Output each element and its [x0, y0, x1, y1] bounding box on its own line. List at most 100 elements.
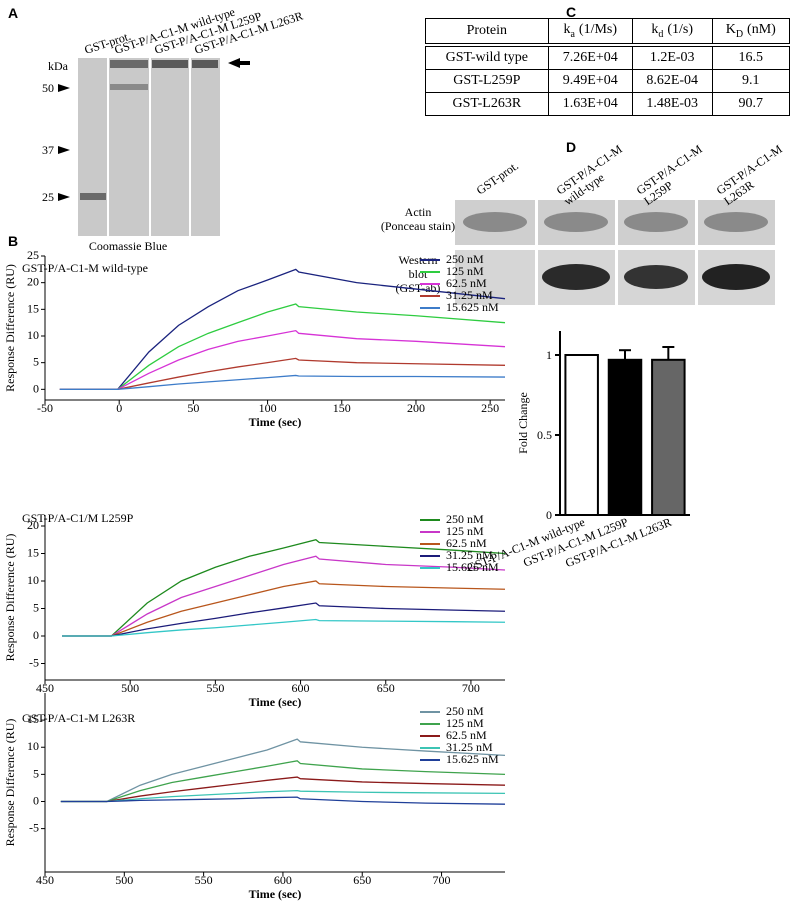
x-tick-label: 700: [433, 873, 451, 887]
series-line: [62, 618, 506, 637]
x-axis-label: Time (sec): [249, 415, 302, 429]
bar: [651, 358, 686, 516]
legend-label: 62.5 nM: [446, 536, 487, 550]
blot-band: [542, 264, 610, 290]
bar: [607, 358, 643, 516]
gel-band: [152, 60, 188, 68]
y-axis-label: Response Difference (RU): [3, 534, 17, 662]
table-cell: 16.5: [711, 44, 791, 70]
stain-label: Coomassie Blue: [89, 239, 167, 253]
marker-arrowhead: [58, 84, 70, 92]
arrow: [228, 58, 250, 68]
gel-band: [80, 193, 106, 200]
table-cell: GST-L263R: [425, 91, 549, 116]
panel-label: C: [566, 4, 577, 20]
series-line: [60, 789, 506, 803]
x-tick-label: 200: [407, 401, 425, 415]
series-line: [62, 555, 506, 637]
legend-label: 15.625 nM: [446, 752, 499, 766]
chart-title: GST-P/A-C1-M L263R: [22, 711, 135, 725]
x-tick-label: 650: [353, 873, 371, 887]
multiline-label: Actin (Ponceau stain): [381, 205, 455, 233]
marker-label: 25: [42, 190, 54, 204]
y-tick-label: 15: [27, 301, 39, 315]
y-tick-label: 5: [33, 355, 39, 369]
blot-cell: [455, 250, 535, 305]
x-tick-label: 550: [195, 873, 213, 887]
y-tick-label: -5: [29, 656, 39, 670]
y-tick-label: 10: [27, 573, 39, 587]
header-text: k: [651, 22, 659, 37]
marker-arrowhead: [58, 146, 70, 154]
table-cell: GST-wild type: [425, 44, 549, 70]
y-tick-label: 15: [27, 546, 39, 560]
table-body: GST-wild type 7.26E+04 1.2E-03 16.5 GST-L259…: [425, 44, 791, 116]
y-tick-label: 15: [27, 712, 39, 726]
x-tick-label: 650: [377, 681, 395, 695]
header-text: K: [725, 22, 736, 37]
table-header: Protein ka (1/Ms) kd (1/s) KD (nM): [425, 17, 791, 47]
header-text: k: [563, 22, 571, 37]
table-cell: 1.63E+04: [547, 91, 633, 116]
gel-band: [192, 60, 218, 68]
header-cell: KD (nM): [711, 17, 791, 47]
marker-label: 50: [42, 81, 54, 95]
multiline-label: GST-prot.: [474, 159, 521, 198]
series-line: [59, 357, 506, 390]
y-tick-label: 0: [546, 508, 552, 522]
header-cell: kd (1/s): [631, 17, 713, 47]
y-tick-label: 20: [27, 275, 39, 289]
blot-band: [702, 264, 770, 290]
chart-title: GST-P/A-C1/M L259P: [22, 511, 134, 525]
table-cell: 7.26E+04: [547, 44, 633, 70]
x-tick-label: 250: [481, 401, 499, 415]
legend-label: 125 nM: [446, 716, 484, 730]
panel-label: B: [8, 233, 18, 249]
series-line: [62, 602, 506, 637]
header-unit: (1/Ms): [578, 22, 618, 37]
y-tick-label: 0.5: [537, 428, 552, 442]
x-tick-label: 100: [259, 401, 277, 415]
table-cell: 90.7: [711, 91, 791, 116]
y-tick-label: 0: [33, 793, 39, 807]
gel: [78, 58, 250, 236]
marker-label: 37: [42, 143, 54, 157]
series-line: [59, 303, 506, 390]
y-tick-label: -5: [29, 821, 39, 835]
y-tick-label: 1: [546, 348, 552, 362]
series-line: [59, 268, 506, 390]
table-cell: 9.49E+04: [547, 68, 633, 93]
x-tick-label: -50: [37, 401, 53, 415]
panel-label: A: [8, 5, 18, 21]
legend-label: 125 nM: [446, 524, 484, 538]
marker-arrowhead: [58, 193, 70, 201]
legend-label: 31.25 nM: [446, 740, 493, 754]
blot-band: [544, 212, 608, 232]
legend-label: 250 nM: [446, 512, 484, 526]
x-tick-label: 150: [333, 401, 351, 415]
label-line: GST-prot.: [474, 159, 521, 198]
legend-label: 15.625 nM: [446, 300, 499, 314]
kinetics-table: Protein ka (1/Ms) kd (1/s) KD (nM) GST-wild typ…: [425, 17, 791, 116]
legend-label: 31.25 nM: [446, 288, 493, 302]
y-tick-label: 0: [33, 628, 39, 642]
x-tick-label: 500: [115, 873, 133, 887]
series-line: [59, 329, 506, 390]
x-tick-label: 450: [36, 681, 54, 695]
series-line: [60, 796, 506, 805]
y-tick-label: 25: [27, 248, 39, 262]
x-tick-label: 550: [206, 681, 224, 695]
blot-band: [624, 212, 688, 232]
gel-band: [110, 60, 148, 68]
y-tick-label: 10: [27, 739, 39, 753]
blots: [455, 200, 775, 305]
panel-label: D: [566, 139, 576, 155]
table-row: GST-L263R 1.63E+04 1.48E-03 90.7: [425, 91, 791, 116]
x-tick-label: 0: [116, 401, 122, 415]
series-line: [60, 738, 506, 803]
table-cell: 1.48E-03: [631, 91, 713, 116]
y-tick-label: 10: [27, 328, 39, 342]
y-axis-label: Response Difference (RU): [3, 264, 17, 392]
